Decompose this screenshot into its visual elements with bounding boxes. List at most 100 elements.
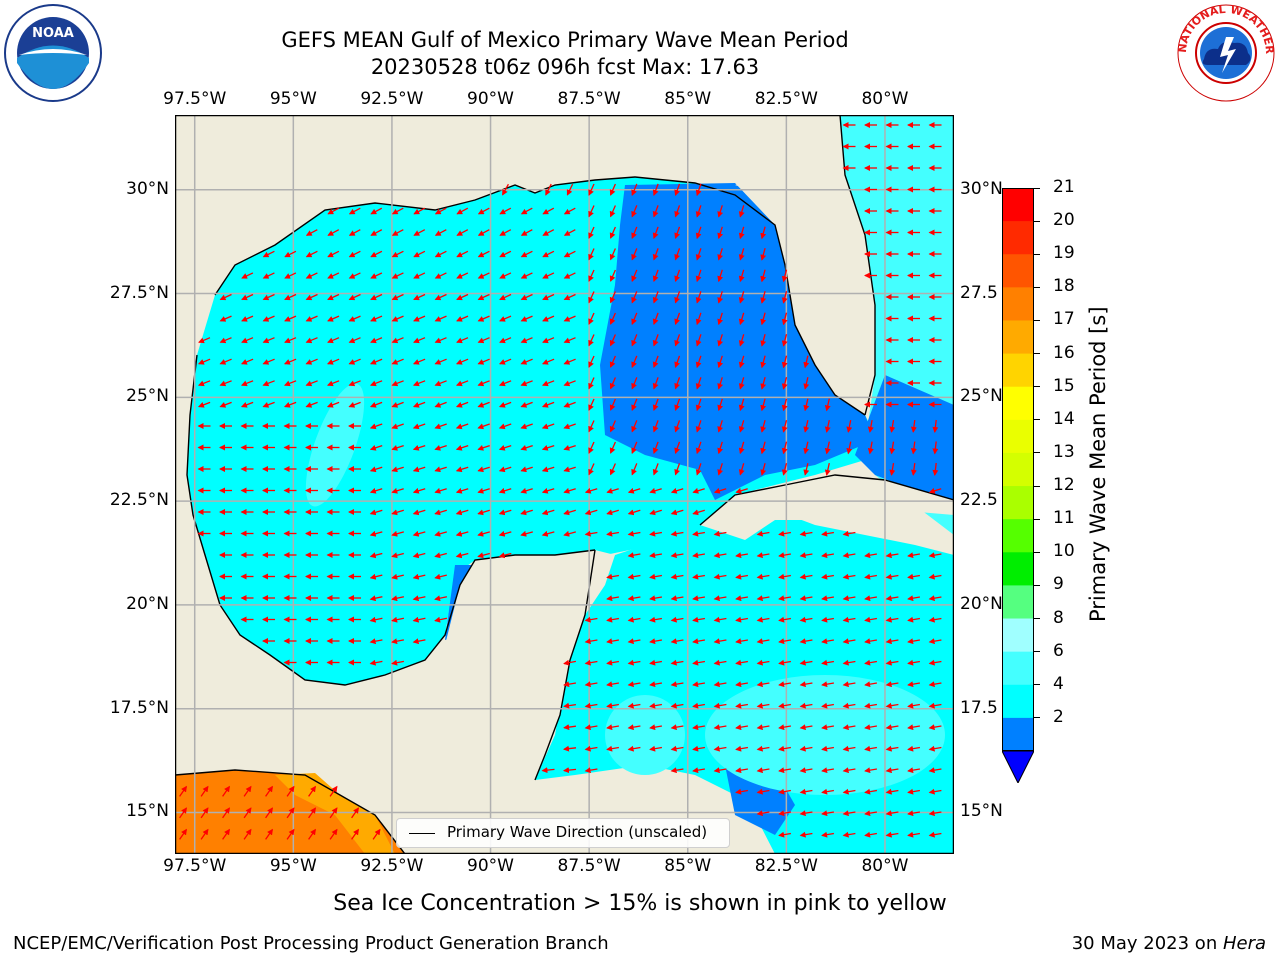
wave-arrow (674, 205, 681, 218)
wave-arrow (434, 272, 447, 279)
wave-arrow (305, 315, 318, 322)
wave-arrow (692, 638, 706, 645)
wave-arrow (756, 638, 770, 645)
wave-arrow (907, 810, 921, 817)
wave-arrow (391, 530, 404, 537)
wave-arrow (305, 250, 318, 258)
wave-arrow (563, 724, 576, 731)
wave-arrow (885, 724, 899, 731)
wave-arrow (907, 552, 921, 559)
wave-arrow (760, 355, 767, 369)
wave-arrow (391, 595, 405, 602)
wave-arrow (241, 337, 254, 344)
wave-arrow (563, 530, 576, 537)
wave-arrow (864, 767, 878, 774)
map-legend: Primary Wave Direction (unscaled) (396, 818, 730, 848)
wave-arrow (265, 807, 273, 819)
wave-arrow (821, 831, 835, 838)
wave-arrow (369, 358, 383, 365)
wave-arrow (778, 681, 792, 688)
wave-arrow (412, 638, 426, 645)
wave-arrow (219, 293, 232, 301)
wave-arrow (695, 334, 702, 347)
wave-arrow (778, 530, 792, 537)
wave-arrow (369, 423, 383, 430)
colorbar-segment (1002, 519, 1034, 553)
footer-date-text: 30 May 2023 on (1071, 933, 1223, 954)
wave-arrow (928, 573, 942, 580)
wave-arrow (760, 248, 767, 261)
wave-arrow (842, 810, 856, 817)
wave-arrow (738, 463, 745, 476)
wave-arrow (455, 358, 469, 365)
wave-arrow (670, 702, 684, 709)
wave-arrow (498, 358, 512, 365)
footer-date: 30 May 2023 on Hera (1072, 933, 1266, 954)
wave-arrow (695, 291, 702, 304)
wave-arrow (674, 183, 681, 197)
wave-arrow (760, 398, 767, 412)
wave-arrow (434, 337, 447, 344)
wave-arrow (885, 810, 899, 817)
wave-arrow (652, 463, 659, 476)
wave-arrow (889, 462, 896, 476)
wave-arrow (649, 573, 663, 580)
wave-arrow (842, 702, 856, 709)
wave-arrow (563, 702, 576, 709)
wave-arrow (738, 420, 745, 433)
wave-arrow (695, 248, 702, 261)
wave-arrow (219, 401, 232, 408)
wave-arrow (412, 616, 426, 623)
wave-arrow (864, 616, 878, 623)
wave-arrow (799, 638, 813, 645)
wave-arrow (907, 702, 921, 709)
wave-arrow (498, 509, 512, 516)
wave-arrow (520, 272, 533, 279)
wave-arrow (413, 293, 426, 301)
wave-arrow (262, 250, 275, 258)
lat-label-left: 27.5°N (109, 282, 169, 303)
wave-arrow (498, 487, 512, 494)
wave-arrow (652, 183, 659, 197)
wave-arrow (456, 315, 469, 322)
lat-label-left: 22.5°N (109, 490, 169, 511)
wave-arrow (498, 466, 512, 473)
wave-arrow (584, 487, 598, 494)
wave-arrow (305, 293, 318, 301)
wave-arrow (609, 183, 616, 196)
wave-arrow (799, 702, 813, 709)
colorbar-segment (1002, 386, 1034, 421)
wave-arrow (799, 788, 813, 795)
wave-arrow (717, 441, 724, 455)
wave-arrow (695, 226, 702, 240)
wave-arrow (455, 509, 469, 516)
wave-arrow (674, 248, 681, 261)
wave-arrow (606, 509, 619, 516)
wave-arrow (695, 355, 702, 369)
wave-arrow (627, 638, 641, 645)
wave-arrow (756, 573, 770, 580)
lon-label-bottom: 95°W (269, 856, 317, 876)
wave-arrow (477, 380, 490, 387)
wave-arrow (799, 552, 813, 559)
wave-arrow (821, 573, 835, 580)
wave-arrow (713, 702, 727, 709)
wave-arrow (842, 573, 856, 580)
wave-arrow (477, 509, 490, 516)
wave-arrow (520, 487, 533, 494)
period-2-4-region (600, 183, 875, 500)
wave-arrow (541, 444, 555, 451)
wave-arrow (735, 788, 749, 795)
wave-arrow (652, 248, 659, 261)
wave-arrow (674, 441, 681, 455)
wave-arrow (370, 315, 383, 322)
wave-arrow (305, 229, 318, 236)
wave-arrow (803, 463, 810, 476)
wave-arrow (283, 401, 297, 408)
wave-arrow (735, 745, 749, 752)
wave-arrow (842, 638, 856, 645)
wave-arrow (412, 595, 426, 602)
wave-arrow (717, 269, 724, 283)
wave-arrow (477, 530, 490, 537)
colorbar-tick-label: 11 (1053, 508, 1075, 529)
